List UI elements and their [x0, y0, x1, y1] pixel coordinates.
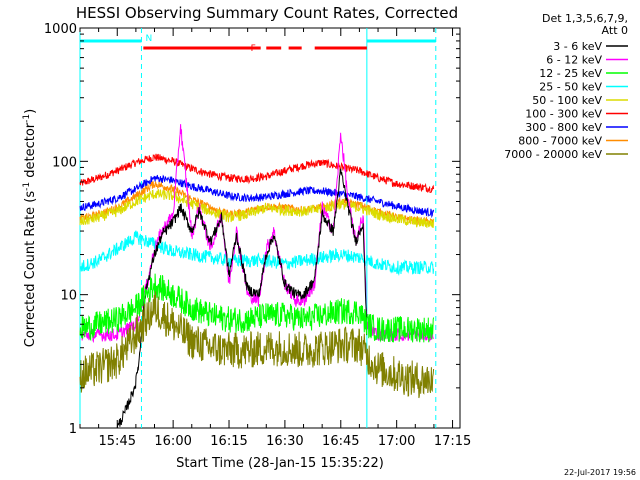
y-label-part-3: ) [23, 109, 38, 114]
axes: 1 10 100 1000 15:45 16:00 16:15 16:30 16:45 17:00… [44, 22, 471, 449]
series-line-25-50-kev [79, 230, 435, 276]
legend-label-300-800-kev: 300 - 800 keV [525, 121, 602, 134]
legend-label-3-6-kev: 3 - 6 keV [553, 40, 602, 53]
x-tick-label-0: 15:45 [99, 434, 136, 449]
series-line-100-300-kev [79, 153, 435, 194]
legend-header-line-1: Det 1,3,5,6,7,9, [542, 12, 628, 25]
series-line-7000-20000-kev [79, 291, 435, 399]
x-tick-label-5: 17:00 [378, 434, 415, 449]
series-line-6-12-kev [79, 124, 434, 344]
x-tick-label-4: 16:45 [322, 434, 359, 449]
y-tick-label-0: 1 [69, 422, 77, 437]
legend-label-50-100-kev: 50 - 100 keV [532, 94, 602, 107]
flag-label-N: N [145, 34, 152, 44]
y-tick-label-3: 1000 [44, 22, 77, 37]
legend-header-line-2: Att 0 [602, 24, 628, 37]
chart-title: HESSI Observing Summary Count Rates, Cor… [76, 4, 458, 22]
x-tick-label-1: 16:00 [154, 434, 191, 449]
series-group [79, 124, 435, 429]
y-label-part-1: Corrected Count Rate (s [23, 191, 38, 348]
y-axis-label: Corrected Count Rate (s-1 detector-1) [22, 109, 38, 347]
legend-label-7000-20000-kev: 7000 - 20000 keV [504, 148, 602, 161]
series-line-300-800-kev [79, 174, 435, 219]
legend-label-6-12-kev: 6 - 12 keV [546, 54, 602, 67]
series-line-50-100-kev [79, 189, 435, 228]
legend-label-25-50-kev: 25 - 50 keV [539, 81, 602, 94]
legend-label-100-300-kev: 100 - 300 keV [525, 108, 602, 121]
x-axis-label: Start Time (28-Jan-15 15:35:22) [176, 456, 384, 471]
flag-label-F: F [251, 44, 256, 54]
x-tick-label-3: 16:30 [266, 434, 303, 449]
y-tick-label-2: 100 [52, 155, 77, 170]
footer-timestamp: 22-Jul-2017 19:56 [564, 468, 636, 477]
legend-label-800-7000-kev: 800 - 7000 keV [518, 135, 602, 148]
series-line-12-25-kev [79, 273, 435, 343]
series-line-3-6-kev [116, 168, 368, 429]
attenuator-flags: NF [80, 34, 436, 54]
legend-label-12-25-kev: 12 - 25 keV [539, 67, 602, 80]
x-tick-label-2: 16:15 [210, 434, 247, 449]
x-tick-label-6: 17:15 [434, 434, 471, 449]
y-label-sup-1: -1 [22, 182, 32, 191]
y-label-part-2: detector [23, 122, 38, 182]
y-tick-label-1: 10 [60, 289, 77, 304]
y-label-sup-2: -1 [22, 114, 32, 123]
